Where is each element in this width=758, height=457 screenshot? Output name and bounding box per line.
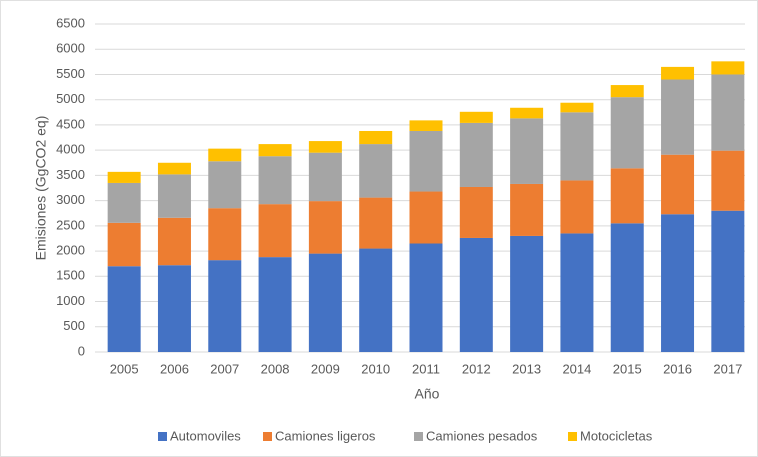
x-tick-label: 2009 <box>311 361 340 376</box>
legend-swatch <box>568 432 577 441</box>
bar-segment <box>258 257 292 352</box>
bar-segment <box>308 141 342 153</box>
bar-segment <box>711 74 745 151</box>
bar-segment <box>459 186 493 238</box>
bar-segment <box>208 208 242 261</box>
x-tick-label: 2016 <box>663 361 692 376</box>
bar-segment <box>208 161 242 209</box>
y-axis-title: Emisiones (GgCO2 eq) <box>33 116 49 261</box>
bar-segment <box>560 233 594 352</box>
bar-segment <box>510 118 544 184</box>
y-tick-label: 2500 <box>56 217 85 232</box>
bar-segment <box>560 102 594 113</box>
legend-swatch <box>158 432 167 441</box>
y-tick-label: 6500 <box>56 15 85 30</box>
bar-segment <box>711 210 745 352</box>
bar-segment <box>661 79 695 155</box>
bar-segment <box>610 223 644 352</box>
bar-segment <box>711 150 745 211</box>
bar-segment <box>157 174 191 218</box>
bar-segment <box>157 265 191 352</box>
y-tick-label: 2000 <box>56 243 85 258</box>
x-tick-label: 2014 <box>562 361 591 376</box>
bar-segment <box>610 97 644 169</box>
y-tick-label: 4000 <box>56 142 85 157</box>
y-tick-label: 0 <box>78 343 85 358</box>
bar-segment <box>610 85 644 98</box>
x-tick-label: 2010 <box>361 361 390 376</box>
bar-segment <box>359 197 393 249</box>
bar-segment <box>409 120 443 131</box>
y-tick-label: 3500 <box>56 167 85 182</box>
x-axis-title: Año <box>415 386 440 402</box>
bar-segment <box>560 180 594 234</box>
bar-segment <box>157 217 191 266</box>
bar-segment <box>409 243 443 352</box>
bar-segment <box>510 235 544 352</box>
bar-segment <box>459 111 493 123</box>
bar-segment <box>409 191 443 244</box>
bar-segment <box>560 112 594 181</box>
x-tick-label: 2015 <box>613 361 642 376</box>
bar-segment <box>308 152 342 202</box>
x-tick-label: 2012 <box>462 361 491 376</box>
bar-segment <box>459 122 493 187</box>
bar-segment <box>510 183 544 236</box>
legend-label: Motocicletas <box>580 428 653 443</box>
bar-segment <box>711 61 745 75</box>
bar-segment <box>208 260 242 352</box>
bar-segment <box>661 154 695 215</box>
bar-segment <box>359 248 393 352</box>
y-tick-label: 1500 <box>56 268 85 283</box>
bar-segment <box>459 237 493 352</box>
bar-segment <box>107 222 141 267</box>
y-tick-label: 500 <box>63 318 85 333</box>
x-tick-label: 2006 <box>160 361 189 376</box>
bar-segment <box>359 144 393 198</box>
y-tick-label: 5000 <box>56 91 85 106</box>
y-tick-label: 6000 <box>56 41 85 56</box>
bar-segment <box>258 144 292 157</box>
x-tick-label: 2017 <box>713 361 742 376</box>
x-tick-label: 2011 <box>412 361 440 376</box>
bar-segment <box>107 171 141 183</box>
bar-segment <box>157 162 191 175</box>
bar-segment <box>258 204 292 258</box>
legend-label: Camiones pesados <box>426 428 538 443</box>
bar-segment <box>409 130 443 192</box>
bar-segment <box>208 148 242 162</box>
bar-segment <box>258 156 292 205</box>
legend-swatch <box>414 432 423 441</box>
y-tick-label: 4500 <box>56 116 85 131</box>
x-tick-label: 2008 <box>261 361 290 376</box>
legend-label: Camiones ligeros <box>275 428 376 443</box>
y-tick-label: 1000 <box>56 293 85 308</box>
legend-label: Automoviles <box>170 428 241 443</box>
bar-segment <box>359 130 393 145</box>
bar-segment <box>107 182 141 223</box>
bar-segment <box>661 214 695 352</box>
x-tick-label: 2005 <box>110 361 139 376</box>
x-tick-label: 2013 <box>512 361 541 376</box>
bar-segment <box>610 168 644 224</box>
y-tick-label: 5500 <box>56 66 85 81</box>
bar-segment <box>661 66 695 80</box>
bar-segment <box>308 253 342 352</box>
bar-segment <box>107 266 141 352</box>
bar-segment <box>510 107 544 119</box>
y-tick-label: 3000 <box>56 192 85 207</box>
legend-swatch <box>263 432 272 441</box>
x-tick-label: 2007 <box>210 361 239 376</box>
bar-segment <box>308 201 342 254</box>
